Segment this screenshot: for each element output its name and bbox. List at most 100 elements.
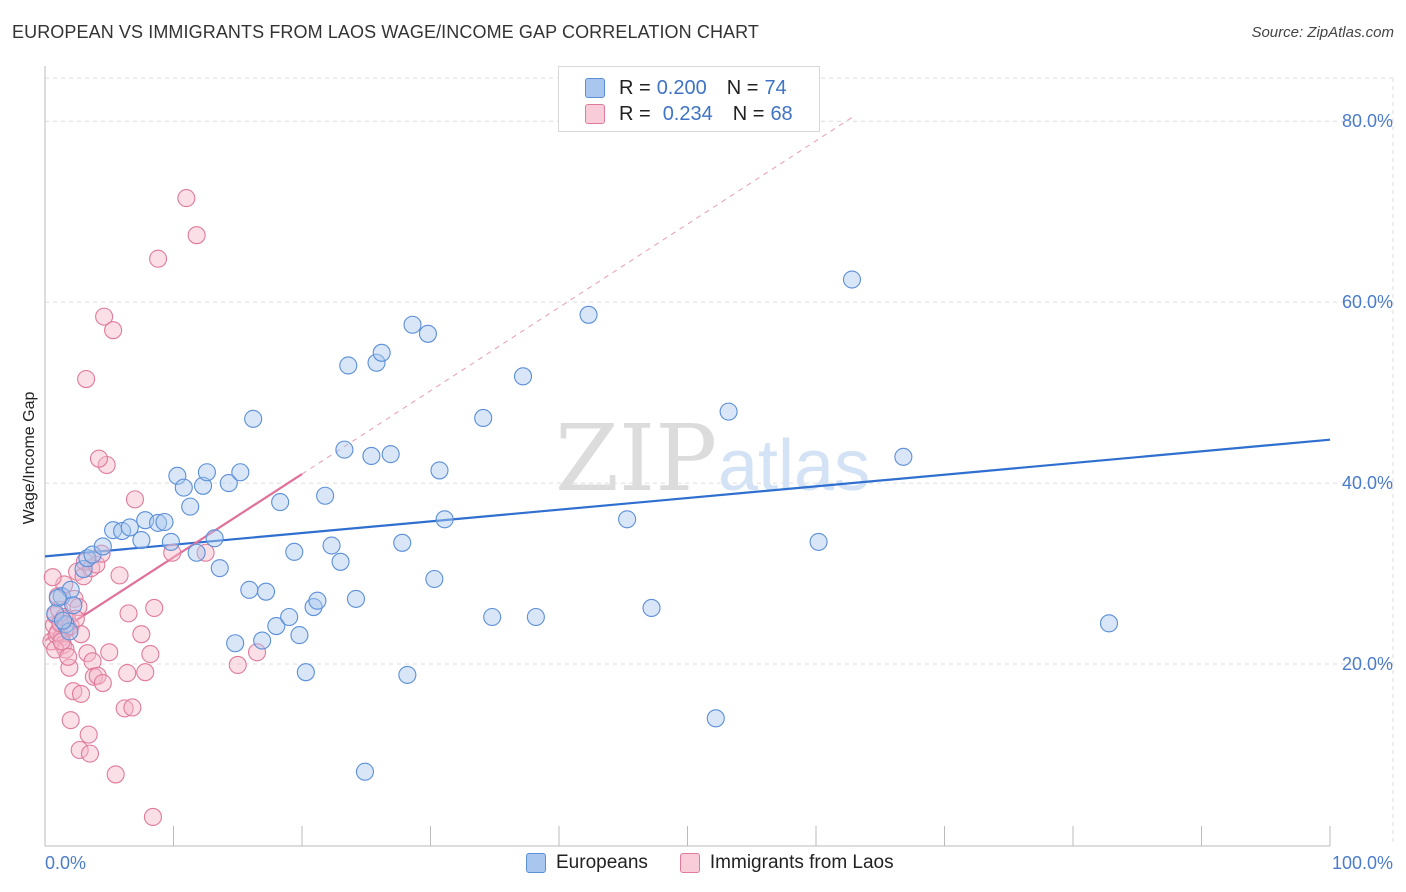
watermark-zip: ZIP [555, 405, 717, 512]
legend-r-label: R = [619, 102, 651, 125]
legend-item-laos: Immigrants from Laos [679, 852, 894, 874]
europeans-point [194, 476, 213, 495]
europeans-point [61, 580, 80, 599]
europeans-point [120, 518, 139, 537]
y-tick-label: 20.0% [1342, 654, 1393, 674]
laos-point [143, 807, 162, 827]
europeans-point [174, 478, 193, 497]
europeans-point [256, 582, 276, 601]
y-axis-title: Wage/Income Gap [21, 392, 38, 525]
europeans-point [642, 598, 661, 618]
europeans-point [155, 512, 174, 532]
tick-labels: 20.0% 40.0% 60.0% 80.0% 0.0% 100.0% [45, 111, 1393, 873]
laos-point [136, 663, 155, 682]
laos-point [106, 765, 125, 784]
europeans-point [181, 497, 200, 516]
legend-label-europeans: Europeans [556, 852, 648, 873]
laos-point [110, 566, 129, 585]
x-tick-label-max: 100.0% [1332, 853, 1393, 873]
europeans-trend-line [44, 438, 1331, 558]
y-tick-label: 80.0% [1342, 111, 1393, 131]
europeans-point [161, 532, 180, 551]
legend-label-laos: Immigrants from Laos [709, 852, 894, 873]
europeans-point [168, 466, 187, 485]
legend-swatch-blue [585, 78, 605, 98]
laos-point [149, 249, 168, 268]
europeans-point [205, 529, 224, 548]
europeans-point [719, 402, 738, 421]
europeans-point [267, 616, 286, 636]
laos-point [104, 321, 123, 340]
stats-legend: R = 0.200 N = 74 R = 0.234 N = 68 [558, 66, 820, 132]
legend-row-europeans: R = 0.200 N = 74 [585, 76, 787, 100]
legend-n-label: N = [732, 102, 765, 125]
legend-item-europeans: Europeans [526, 852, 648, 874]
europeans-point [149, 513, 168, 532]
europeans-point [335, 440, 354, 459]
europeans-point [226, 634, 245, 653]
europeans-point [60, 622, 79, 641]
europeans-point [322, 536, 341, 555]
laos-point [125, 490, 144, 509]
europeans-point [842, 270, 862, 289]
trend-lines [44, 115, 1331, 642]
laos-point [141, 645, 160, 664]
europeans-point [372, 343, 391, 362]
europeans-point [367, 353, 386, 372]
europeans-point [483, 607, 502, 627]
y-tick-label: 40.0% [1342, 473, 1393, 493]
europeans-point [280, 607, 299, 627]
legend-n-value: 74 [764, 76, 787, 99]
europeans-point [430, 461, 449, 480]
laos-point [115, 699, 134, 718]
laos-point [43, 568, 62, 587]
europeans-point [74, 559, 93, 579]
laos-point [118, 664, 137, 683]
europeans-point [46, 604, 65, 623]
europeans-point [579, 305, 598, 324]
laos-point [82, 559, 101, 578]
europeans-point [894, 447, 913, 466]
laos-point [80, 744, 100, 763]
legend-row-laos: R = 0.234 N = 68 [585, 102, 793, 126]
europeans-point [48, 588, 67, 608]
europeans-point [393, 533, 412, 552]
laos-trend-line [44, 473, 303, 642]
europeans-point [618, 510, 637, 529]
series-legend: Europeans Immigrants from Laos [526, 852, 926, 874]
laos-point [95, 307, 114, 326]
europeans-point [285, 542, 304, 561]
legend-r-value: 0.200 [656, 76, 707, 99]
legend-n-value: 68 [770, 102, 793, 125]
x-tick-label-min: 0.0% [45, 853, 86, 873]
europeans-point [362, 446, 381, 466]
europeans-point [706, 709, 725, 728]
laos-point [145, 598, 164, 618]
laos-point [177, 189, 196, 208]
europeans-point [219, 474, 238, 493]
laos-point [228, 655, 247, 675]
europeans-point [296, 663, 315, 682]
laos-point [70, 740, 89, 760]
europeans-point [346, 589, 366, 608]
laos-point [100, 643, 119, 662]
europeans-point [197, 463, 216, 482]
europeans-point [132, 531, 151, 550]
laos-point [71, 684, 91, 703]
europeans-point [64, 596, 83, 615]
europeans-point [435, 510, 454, 529]
europeans-point [240, 580, 259, 599]
europeans-point [474, 408, 493, 428]
laos-point [61, 711, 80, 730]
europeans-point [78, 549, 97, 568]
axes [44, 66, 1331, 847]
laos-point [123, 698, 142, 717]
europeans-point [244, 409, 263, 428]
y-tick-label: 60.0% [1342, 292, 1393, 312]
europeans-point [53, 611, 73, 630]
legend-r-value: 0.234 [662, 102, 713, 125]
laos-point [52, 632, 71, 651]
europeans-point [381, 445, 400, 464]
europeans-point [331, 552, 350, 571]
